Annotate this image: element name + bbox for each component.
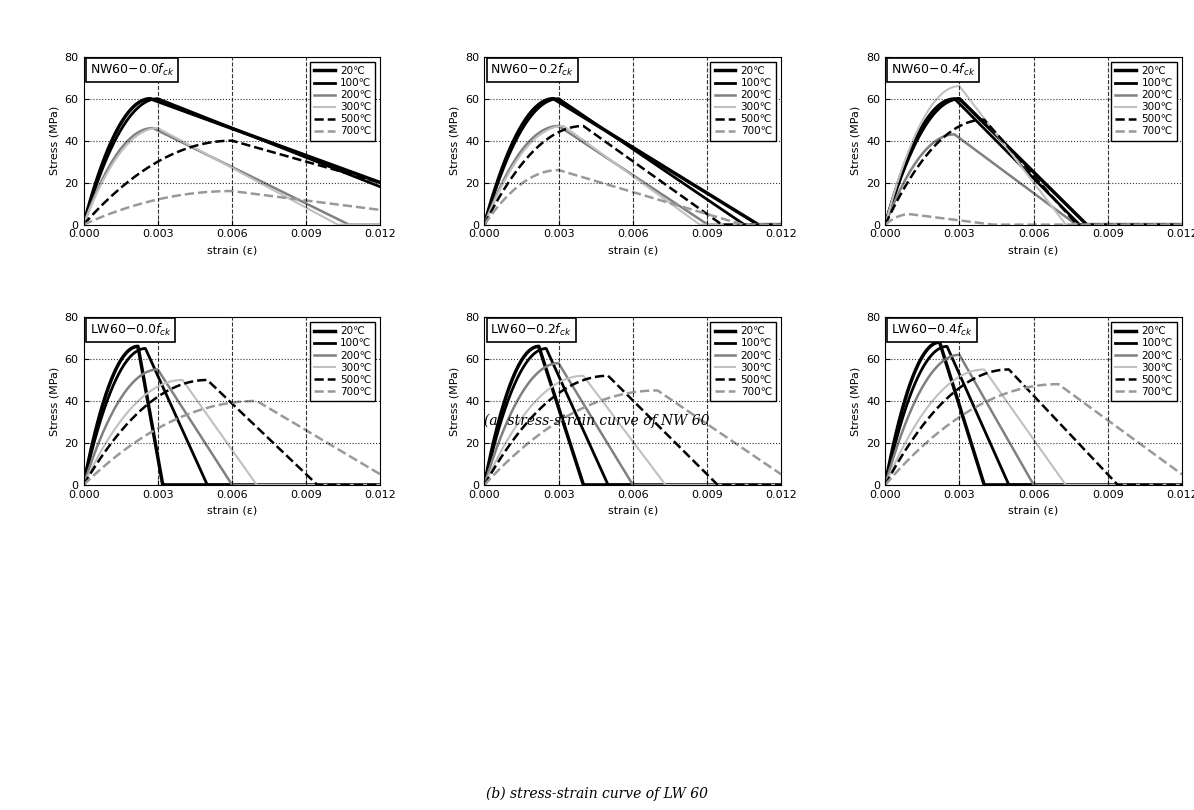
X-axis label: strain (ε): strain (ε): [608, 245, 658, 255]
Y-axis label: Stress (MPa): Stress (MPa): [850, 366, 861, 436]
X-axis label: strain (ε): strain (ε): [207, 245, 257, 255]
Y-axis label: Stress (MPa): Stress (MPa): [850, 106, 861, 175]
Y-axis label: Stress (MPa): Stress (MPa): [450, 366, 460, 436]
Legend: 20℃, 100℃, 200℃, 300℃, 500℃, 700℃: 20℃, 100℃, 200℃, 300℃, 500℃, 700℃: [309, 322, 375, 401]
X-axis label: strain (ε): strain (ε): [1009, 505, 1059, 515]
Legend: 20℃, 100℃, 200℃, 300℃, 500℃, 700℃: 20℃, 100℃, 200℃, 300℃, 500℃, 700℃: [710, 62, 776, 141]
Legend: 20℃, 100℃, 200℃, 300℃, 500℃, 700℃: 20℃, 100℃, 200℃, 300℃, 500℃, 700℃: [1112, 322, 1177, 401]
X-axis label: strain (ε): strain (ε): [207, 505, 257, 515]
Text: NW60−0.2$f_{ck}$: NW60−0.2$f_{ck}$: [491, 62, 574, 78]
Text: (a) stress-strain curve of NW 60: (a) stress-strain curve of NW 60: [485, 414, 709, 428]
Text: NW60−0.4$f_{ck}$: NW60−0.4$f_{ck}$: [891, 62, 975, 78]
Legend: 20℃, 100℃, 200℃, 300℃, 500℃, 700℃: 20℃, 100℃, 200℃, 300℃, 500℃, 700℃: [710, 322, 776, 401]
Text: (b) stress-strain curve of LW 60: (b) stress-strain curve of LW 60: [486, 787, 708, 801]
X-axis label: strain (ε): strain (ε): [608, 505, 658, 515]
Legend: 20℃, 100℃, 200℃, 300℃, 500℃, 700℃: 20℃, 100℃, 200℃, 300℃, 500℃, 700℃: [1112, 62, 1177, 141]
Text: LW60−0.0$f_{ck}$: LW60−0.0$f_{ck}$: [90, 322, 172, 338]
Text: LW60−0.4$f_{ck}$: LW60−0.4$f_{ck}$: [891, 322, 973, 338]
Text: NW60−0.0$f_{ck}$: NW60−0.0$f_{ck}$: [90, 62, 174, 78]
Y-axis label: Stress (MPa): Stress (MPa): [49, 106, 59, 175]
X-axis label: strain (ε): strain (ε): [1009, 245, 1059, 255]
Text: LW60−0.2$f_{ck}$: LW60−0.2$f_{ck}$: [491, 322, 572, 338]
Legend: 20℃, 100℃, 200℃, 300℃, 500℃, 700℃: 20℃, 100℃, 200℃, 300℃, 500℃, 700℃: [309, 62, 375, 141]
Y-axis label: Stress (MPa): Stress (MPa): [49, 366, 59, 436]
Y-axis label: Stress (MPa): Stress (MPa): [450, 106, 460, 175]
